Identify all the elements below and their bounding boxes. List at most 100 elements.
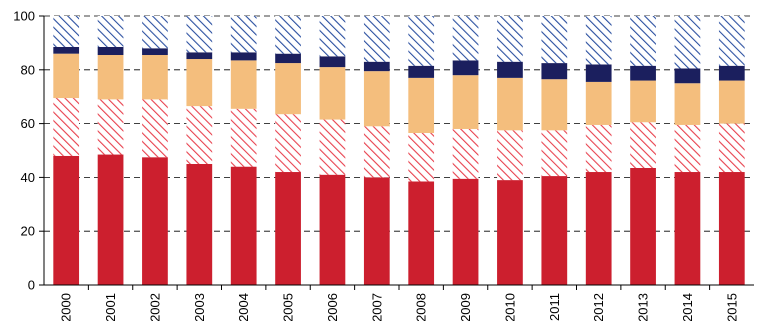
x-tick-label: 2014 xyxy=(680,293,695,321)
bar-segment xyxy=(585,124,612,173)
bar-segment xyxy=(275,53,301,64)
bar-segment xyxy=(97,16,124,47)
bar-segment xyxy=(408,77,435,134)
bar-segment xyxy=(142,48,168,56)
bar-segment xyxy=(186,59,213,107)
bar-segment xyxy=(541,63,568,80)
bar-segment xyxy=(53,98,80,156)
x-tick-label: 2015 xyxy=(724,293,739,321)
y-tick-label: 100 xyxy=(13,9,35,24)
bar-segment xyxy=(142,157,168,285)
tick-labels: 0 20 40 60 80 100 2000 2001 2002 2003 2004 2005 2006… xyxy=(13,9,739,321)
x-tick-label: 2003 xyxy=(192,293,207,321)
bar-segment xyxy=(53,46,80,54)
x-tick-label: 2009 xyxy=(458,293,473,321)
bar-segment xyxy=(497,77,523,131)
bar-segment xyxy=(275,114,301,173)
bar-segment xyxy=(186,52,213,60)
bar-segment xyxy=(97,99,124,155)
x-tick-label: 2010 xyxy=(502,293,517,321)
bar-segment xyxy=(97,46,124,56)
bar-segment xyxy=(142,16,168,49)
bar-segment xyxy=(319,119,346,175)
bar-segment xyxy=(674,172,701,285)
bar-segment xyxy=(53,16,80,47)
bar-segment xyxy=(452,16,479,61)
bar-segment xyxy=(585,64,612,82)
x-tick-label: 2013 xyxy=(636,293,651,321)
bar-segment xyxy=(97,154,124,285)
bar-segment xyxy=(541,176,568,285)
x-tick-label: 2008 xyxy=(414,293,429,321)
bar-segment xyxy=(53,155,80,285)
x-tick-label: 2006 xyxy=(325,293,340,321)
bar-segment xyxy=(186,163,213,285)
bar-segment xyxy=(541,79,568,131)
bar-segment xyxy=(408,181,435,285)
bar-segment xyxy=(718,65,745,81)
bar-segment xyxy=(585,16,612,65)
bar-segment xyxy=(230,16,257,53)
bar-segment xyxy=(275,63,301,115)
x-tick-label: 2001 xyxy=(103,293,118,321)
bar-segment xyxy=(408,133,435,182)
x-tick-label: 2004 xyxy=(236,293,251,321)
bar-segment xyxy=(452,60,479,76)
bar-segment xyxy=(718,123,745,173)
bar-segment xyxy=(230,52,257,61)
bar-segment xyxy=(363,16,390,62)
bar-segment xyxy=(718,172,745,285)
y-tick-label: 0 xyxy=(28,278,35,293)
bar-segment xyxy=(319,56,346,68)
bar-segment xyxy=(408,16,435,66)
bar-segment xyxy=(630,122,656,168)
bar-segment xyxy=(186,106,213,164)
bar-segment xyxy=(230,108,257,167)
bar-segment xyxy=(718,16,745,66)
bar-segment xyxy=(275,172,301,285)
y-tick-label: 40 xyxy=(21,170,35,185)
bar-segment xyxy=(585,172,612,285)
bar-segment xyxy=(363,71,390,127)
bar-segment xyxy=(186,16,213,53)
bar-segment xyxy=(674,124,701,173)
bar-segment xyxy=(674,83,701,125)
bar-segment xyxy=(497,130,523,181)
bar-segment xyxy=(275,16,301,54)
bar-segment xyxy=(319,174,346,285)
bar-segment xyxy=(541,130,568,177)
bar-segment xyxy=(230,166,257,285)
y-tick-label: 80 xyxy=(21,62,35,77)
bar-segment xyxy=(319,67,346,120)
bar-segment xyxy=(497,61,523,78)
bar-segment xyxy=(630,16,656,66)
bar-segment xyxy=(452,128,479,179)
bar-segment xyxy=(230,60,257,109)
bar-segment xyxy=(674,16,701,69)
bar-segment xyxy=(363,177,390,285)
x-tick-label: 2005 xyxy=(281,293,296,321)
bar-segment xyxy=(363,61,390,72)
bar-segment xyxy=(452,75,479,129)
x-tick-label: 2012 xyxy=(591,293,606,321)
bar-segment xyxy=(630,80,656,123)
bar-segment xyxy=(142,55,168,100)
x-tick-label: 2007 xyxy=(369,293,384,321)
x-tick-label: 2000 xyxy=(59,293,74,321)
bar-segment xyxy=(497,16,523,62)
bar-segment xyxy=(718,80,745,124)
bar-segment xyxy=(674,68,701,84)
bars xyxy=(53,16,745,285)
y-tick-label: 20 xyxy=(21,224,35,239)
bar-segment xyxy=(97,55,124,100)
axes xyxy=(39,15,754,290)
bar-segment xyxy=(541,16,568,64)
y-tick-label: 60 xyxy=(21,116,35,131)
bar-segment xyxy=(142,99,168,158)
bar-segment xyxy=(319,16,346,57)
bar-segment xyxy=(363,126,390,178)
bar-segment xyxy=(408,65,435,78)
bar-segment xyxy=(497,180,523,285)
x-tick-label: 2011 xyxy=(547,293,562,321)
